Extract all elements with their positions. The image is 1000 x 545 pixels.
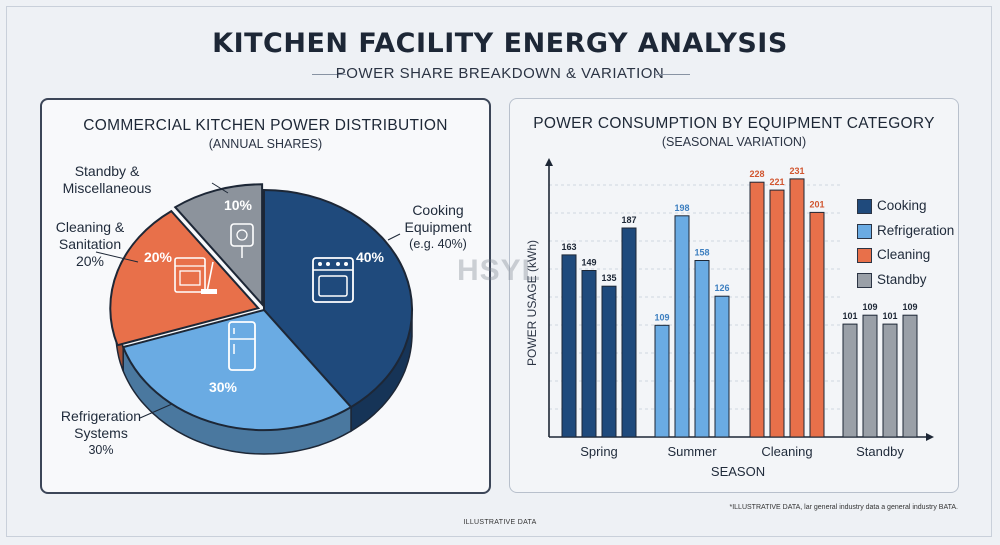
- legend-label: Refrigeration: [877, 223, 955, 238]
- legend-swatch: [857, 199, 872, 214]
- page-title: KITCHEN FACILITY ENERGY ANALYSIS: [212, 28, 788, 59]
- legend-label: Cooking: [877, 198, 927, 213]
- footnote-center: ILLUSTRATIVE DATA: [463, 519, 537, 526]
- pie-title: COMMERCIAL KITCHEN POWER DISTRIBUTION: [83, 117, 448, 134]
- bar-title: POWER CONSUMPTION BY EQUIPMENT CATEGORY: [533, 115, 935, 132]
- legend-label: Cleaning: [877, 247, 931, 262]
- pie-outside-label-standby: Standby & Miscellaneous: [62, 163, 152, 196]
- legend-swatch: [857, 248, 872, 263]
- page-frame: [6, 6, 992, 537]
- subtitle-rule-right: [656, 74, 690, 75]
- pie-outside-label-cleaning: Cleaning & Sanitation 20%: [55, 219, 125, 269]
- bar-panel: POWER CONSUMPTION BY EQUIPMENT CATEGORY …: [509, 98, 959, 493]
- pie-outside-label-refrigeration: Refrigeration Systems 30%: [60, 408, 142, 457]
- footnote-right: *ILLUSTRATIVE DATA, lar general industry…: [729, 504, 958, 511]
- watermark: HSYL: [457, 254, 542, 287]
- subtitle-rule-left: [312, 74, 346, 75]
- legend-swatch: [857, 224, 872, 239]
- legend-label: Standby: [877, 272, 927, 287]
- pie-subtitle: (ANNUAL SHARES): [208, 137, 323, 151]
- page-subtitle: POWER SHARE BREAKDOWN & VARIATION: [335, 65, 665, 82]
- legend-swatch: [857, 273, 872, 288]
- bar-subtitle: (SEASONAL VARIATION): [661, 135, 807, 149]
- pie-outside-label-cooking: Cooking Equipment (e.g. 40%): [404, 202, 472, 251]
